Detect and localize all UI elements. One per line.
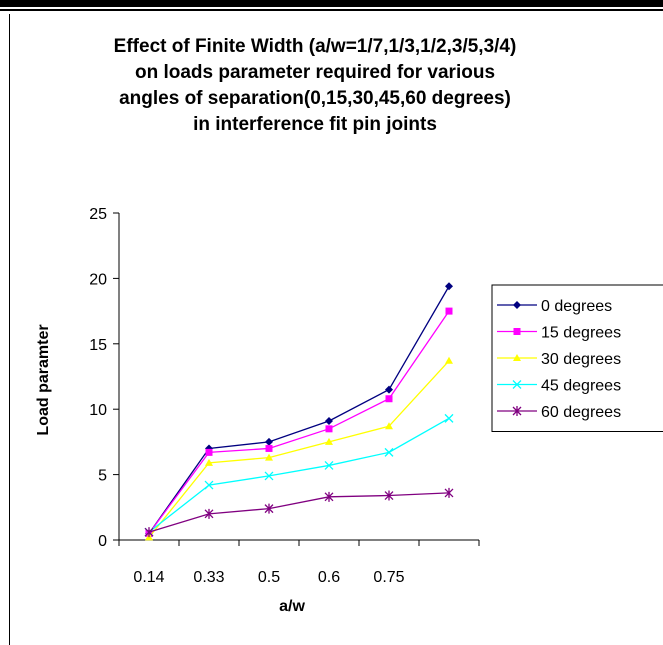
y-tick-label: 0 (98, 533, 107, 550)
series-line-0 (148, 285, 450, 534)
data-point-s0-4 (385, 385, 393, 394)
x-tick-label: 0.6 (318, 569, 340, 586)
legend-label-3: 45 degrees (541, 378, 621, 395)
legend-marker-0 (513, 301, 521, 309)
x-tick-label: 0.14 (133, 569, 164, 586)
chart-title-line-2: on loads parameter required for various (134, 62, 496, 83)
data-point-s1-4 (385, 395, 393, 403)
y-tick-label: 20 (89, 271, 107, 288)
data-point-s1-1 (205, 448, 213, 456)
legend-label-1: 15 degrees (541, 325, 621, 342)
data-point-s0-5 (445, 282, 453, 291)
y-tick-label: 5 (98, 468, 107, 485)
series-line-3 (148, 417, 450, 533)
data-point-s1-3 (325, 425, 333, 433)
y-tick-label: 10 (89, 402, 107, 419)
data-point-s3-1 (204, 480, 214, 490)
data-point-s4-1 (204, 508, 214, 519)
data-point-s3-5 (444, 413, 454, 423)
legend-marker-2 (513, 354, 521, 361)
chart-title-line-3: angles of separation(0,15,30,45,60 degre… (119, 88, 511, 109)
y-tick-label: 25 (89, 206, 107, 223)
x-tick-label: 0.5 (258, 569, 280, 586)
data-point-s3-2 (264, 471, 274, 481)
y-tick-label: 15 (89, 337, 107, 354)
data-point-s2-3 (325, 437, 333, 445)
top-border-thick (0, 0, 663, 7)
series-line-4 (148, 492, 450, 533)
chart-title-line-1: Effect of Finite Width (a/w=1/7,1/3,1/2,… (113, 36, 517, 57)
legend-marker-1 (513, 328, 521, 335)
data-point-s2-4 (385, 422, 393, 430)
data-point-s1-5 (445, 307, 453, 315)
chart-title: Effect of Finite Width (a/w=1/7,1/3,1/2,… (20, 34, 610, 138)
data-point-s1-2 (265, 444, 273, 452)
data-point-s4-3 (324, 491, 334, 502)
legend-marker-3 (512, 380, 522, 389)
x-tick-label: 0.33 (193, 569, 224, 586)
legend-marker-4 (512, 406, 522, 416)
top-border-thin (0, 9, 663, 11)
series-line-1 (148, 310, 450, 534)
legend-label-2: 30 degrees (541, 351, 621, 368)
data-point-s2-1 (205, 458, 213, 466)
x-axis-label: a/w (279, 598, 305, 615)
x-tick-label: 0.75 (373, 569, 404, 586)
left-border (9, 14, 10, 645)
data-point-s4-0 (144, 527, 154, 538)
data-point-s4-2 (264, 503, 274, 514)
data-point-s3-4 (384, 447, 394, 457)
legend-label-4: 60 degrees (541, 404, 621, 421)
data-point-s4-4 (384, 490, 394, 501)
data-point-s2-5 (445, 356, 453, 364)
data-point-s0-2 (265, 437, 273, 446)
data-point-s0-3 (325, 416, 333, 425)
data-point-s2-2 (265, 453, 273, 461)
legend-label-0: 0 degrees (541, 298, 612, 315)
data-point-s3-3 (324, 460, 334, 470)
data-point-s4-5 (444, 487, 454, 498)
series-line-2 (148, 360, 450, 538)
chart-title-line-4: in interference fit pin joints (193, 114, 437, 135)
